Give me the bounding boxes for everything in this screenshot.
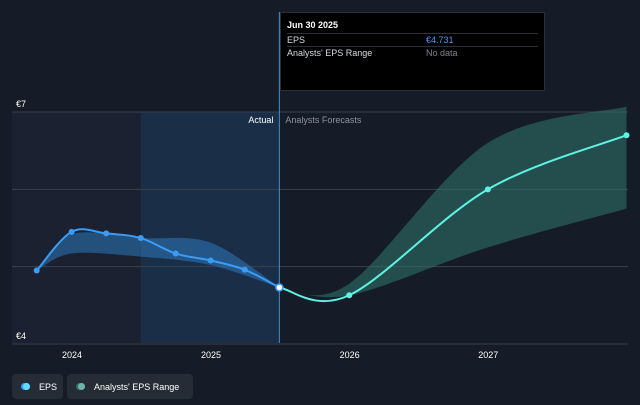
forecast-point-2025-12-31 (346, 292, 353, 299)
forecast-point-2027-12-31 (623, 132, 630, 139)
eps-point-2023-12-31 (68, 228, 75, 235)
forecast-point-2026-12-31 (484, 186, 491, 193)
x-tick-2027: 2027 (478, 350, 498, 360)
forecast-eps-range-area (279, 106, 627, 298)
legend-eps-toggle[interactable]: EPS (12, 374, 63, 399)
x-tick-2025: 2025 (201, 350, 221, 360)
region-label-forecast: Analysts Forecasts (285, 115, 362, 125)
y-tick-7: €7 (16, 99, 26, 109)
past-eps-range-area (36, 232, 280, 288)
legend-range-icon (76, 383, 85, 390)
eps-point-2024-09-30 (172, 250, 179, 257)
tooltip-range-value: No data (426, 48, 458, 58)
hovered-eps-point (275, 283, 284, 292)
tooltip-range-label: Analysts' EPS Range (287, 48, 373, 58)
eps-point-2025-03-31 (241, 266, 248, 273)
chart-tooltip: Jun 30 2025 EPS €4.731 Analysts' EPS Ran… (280, 12, 545, 91)
legend-range-label: Analysts' EPS Range (94, 382, 180, 392)
legend-range-toggle[interactable]: Analysts' EPS Range (67, 374, 193, 399)
eps-point-2024-06-30 (137, 235, 144, 242)
x-tick-2024: 2024 (62, 350, 82, 360)
legend-eps-icon (21, 383, 30, 390)
eps-point-2023-09-30 (33, 267, 40, 274)
y-tick-4: €4 (16, 331, 26, 341)
eps-actual-line (35, 228, 280, 289)
tooltip-row-eps: EPS €4.731 (287, 33, 538, 47)
legend-eps-label: EPS (39, 382, 58, 392)
highlight-band (141, 112, 280, 343)
tooltip-eps-label: EPS (287, 35, 306, 45)
tooltip-eps-value: €4.731 (426, 35, 454, 45)
tooltip-row-range: Analysts' EPS Range No data (287, 46, 538, 60)
eps-point-2024-03-31 (103, 230, 110, 237)
tooltip-date: Jun 30 2025 (287, 20, 339, 30)
eps-forecast-line (279, 134, 627, 303)
eps-point-2024-12-31 (207, 257, 214, 264)
x-tick-2026: 2026 (340, 350, 360, 360)
region-label-actual: Actual (248, 115, 273, 125)
